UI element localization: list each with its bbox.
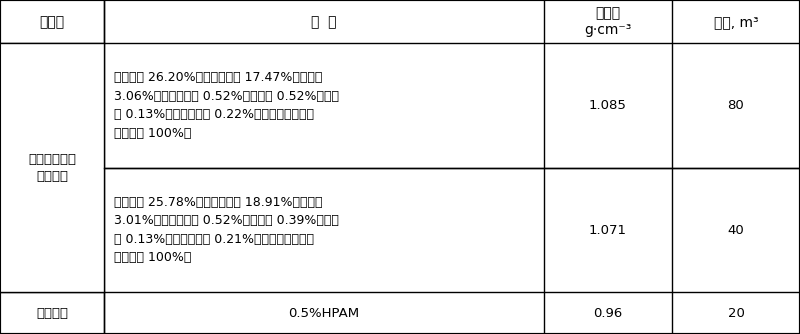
Text: 配  方: 配 方 — [311, 15, 337, 29]
Text: 超细水泥 26.20%，密度调整剂 17.47%，增强剂
3.06%，悬浮分散剂 0.52%，减水剂 0.52%，缓凝
剂 0.13%，骨架桥接剂 0.22%，: 超细水泥 26.20%，密度调整剂 17.47%，增强剂 3.06%，悬浮分散剂… — [114, 71, 338, 140]
Text: 1.071: 1.071 — [589, 223, 627, 236]
Text: 40: 40 — [728, 223, 744, 236]
Text: 0.5%HPAM: 0.5%HPAM — [289, 307, 359, 320]
Text: 用量, m³: 用量, m³ — [714, 15, 758, 29]
Text: 20: 20 — [727, 307, 745, 320]
Text: 过顶替液: 过顶替液 — [36, 307, 68, 320]
Text: 80: 80 — [728, 99, 744, 112]
Text: 超低密度无机
固化体系: 超低密度无机 固化体系 — [28, 153, 76, 183]
Text: 1.085: 1.085 — [589, 99, 627, 112]
Text: 密度，
g·cm⁻³: 密度， g·cm⁻³ — [584, 6, 632, 37]
Text: 0.96: 0.96 — [594, 307, 622, 320]
Bar — [0, 43, 104, 292]
Text: 超细水泥 25.78%，密度调整剂 18.91%，增强剂
3.01%，悬浮分散剂 0.52%，减水剂 0.39%，缓凝
剂 0.13%，骨架桥接剂 0.21%，: 超细水泥 25.78%，密度调整剂 18.91%，增强剂 3.01%，悬浮分散剂… — [114, 196, 338, 264]
Text: 工作液: 工作液 — [39, 15, 65, 29]
